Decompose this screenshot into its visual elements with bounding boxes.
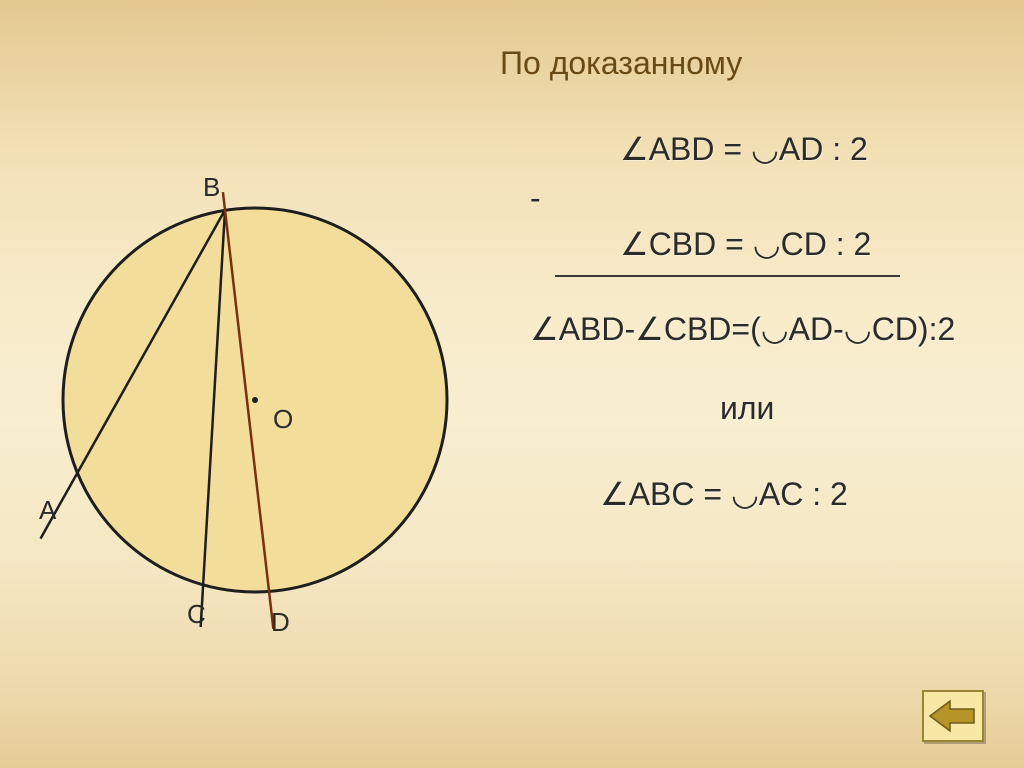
arrow-left-icon <box>924 692 982 740</box>
svg-text:O: O <box>273 404 293 434</box>
eq-cbd: ∠CBD = ◡CD : 2 <box>620 225 871 263</box>
eq-or: или <box>720 390 774 427</box>
slide-title: По доказанному <box>500 45 742 82</box>
eq-abc: ∠ABC = ◡AC : 2 <box>600 475 848 513</box>
svg-text:B: B <box>203 172 220 202</box>
eq-divider <box>555 275 900 277</box>
eq-diff: ∠ABD-∠CBD=(◡AD-◡CD):2 <box>530 310 955 348</box>
nav-back-button[interactable] <box>922 690 984 742</box>
eq-abd: ∠ABD = ◡AD : 2 <box>620 130 868 168</box>
circle-diagram: B A C D O <box>25 120 465 680</box>
slide: По доказанному ∠ABD = ◡AD : 2 - ∠CBD = ◡… <box>0 0 1024 768</box>
svg-text:A: A <box>39 495 57 525</box>
eq-minus: - <box>530 180 541 217</box>
svg-text:D: D <box>271 607 290 637</box>
svg-text:C: C <box>187 599 206 629</box>
